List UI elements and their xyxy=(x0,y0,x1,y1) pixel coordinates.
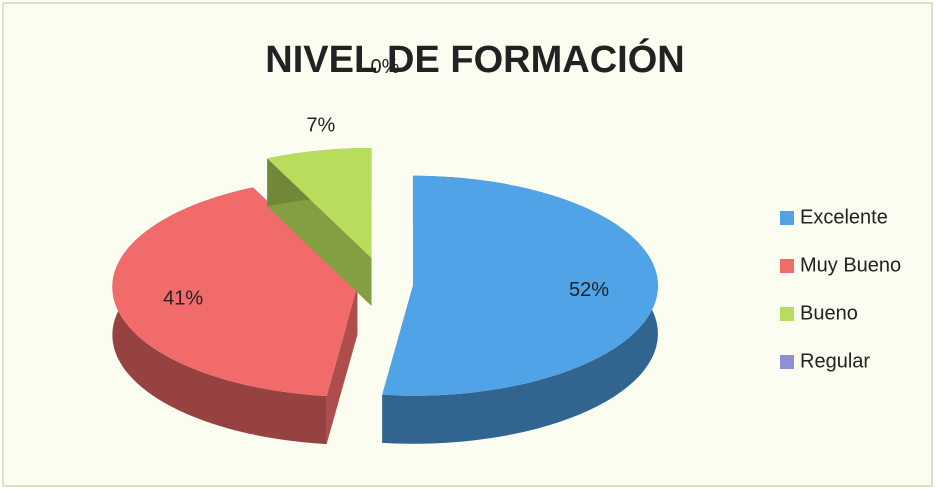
legend-swatch xyxy=(780,259,794,273)
chart-title: NIVEL DE FORMACIÓN xyxy=(265,37,684,81)
pie-slice xyxy=(382,175,658,444)
legend-label: Muy Bueno xyxy=(800,254,901,276)
data-label: 0% xyxy=(371,56,400,78)
data-label: 7% xyxy=(306,114,335,136)
legend-swatch xyxy=(780,211,794,225)
slice-top xyxy=(382,175,658,396)
legend-label: Excelente xyxy=(800,206,888,228)
legend-label: Bueno xyxy=(800,302,858,324)
slice-top xyxy=(267,148,372,259)
legend-label: Regular xyxy=(800,350,870,372)
pie-slice xyxy=(267,148,372,307)
legend-swatch xyxy=(780,355,794,369)
data-label: 52% xyxy=(569,279,609,301)
pie-slice xyxy=(112,187,358,445)
legend-swatch xyxy=(780,307,794,321)
data-label: 41% xyxy=(163,288,203,310)
slice-top xyxy=(112,187,358,397)
